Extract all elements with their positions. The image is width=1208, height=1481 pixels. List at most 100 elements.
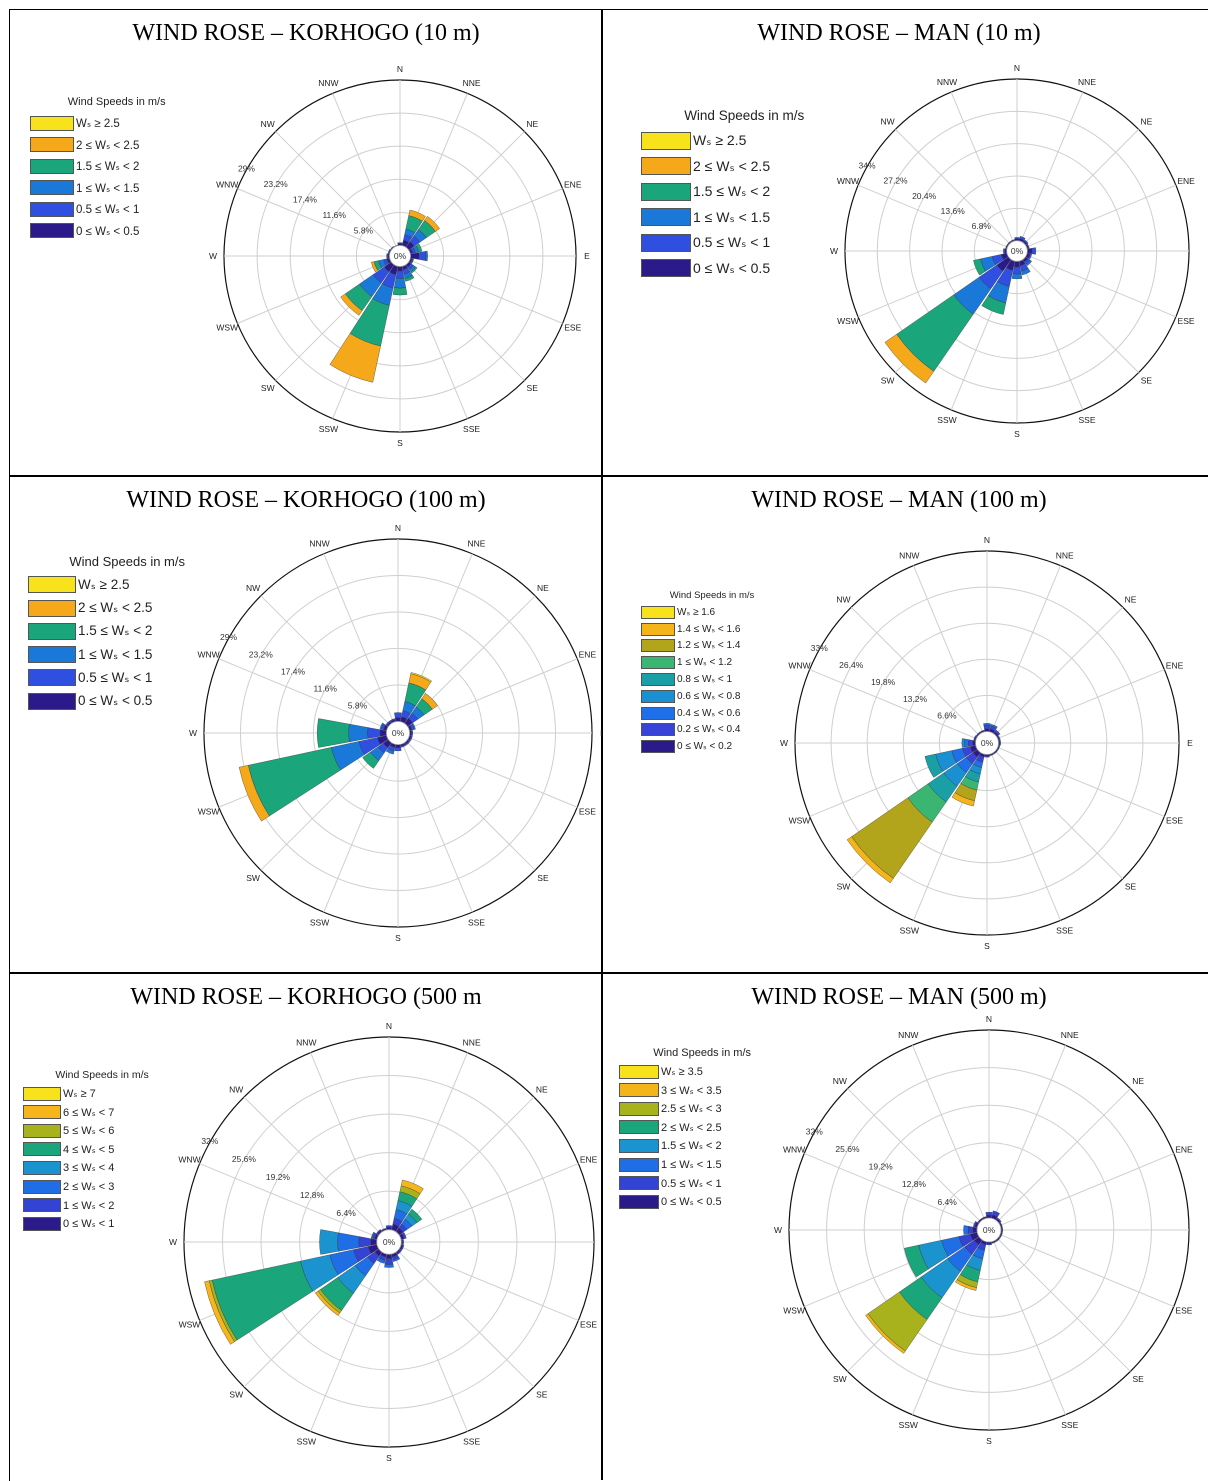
legend-label: 1.5 ≤ Wₛ < 2 (76, 161, 140, 173)
legend-label: 0.4 ≤ Wₛ < 0.6 (677, 707, 741, 719)
ring-label: 6.4% (336, 1208, 356, 1218)
legend-title: Wind Speeds in m/s (669, 590, 755, 601)
direction-label-s: S (1014, 429, 1020, 439)
legend-label: 2 ≤ Wₛ < 2.5 (661, 1121, 722, 1134)
bar-segment-e (1026, 248, 1033, 254)
grid-spoke (397, 1250, 535, 1388)
bar-segment-se (410, 266, 418, 274)
bar-segment-w (961, 738, 966, 748)
panel-man-100m: WIND ROSE – MAN (100 m) 0% 6.6% 13.2% 19.8%… (603, 477, 1195, 972)
grid-spoke (990, 753, 1061, 921)
bar-segment-sw (865, 1313, 906, 1354)
bar-segment-n (385, 1225, 393, 1228)
legend-item: 2 ≤ Wₛ < 2.5 (619, 1120, 751, 1135)
legend: Wind Speeds in m/s Wₛ ≥ 2.5 2 ≤ Wₛ < 2.5 1.… (30, 96, 166, 238)
center-label: 0% (983, 1225, 996, 1235)
legend-label: 0.5 ≤ Wₛ < 1 (661, 1177, 722, 1190)
bar-segment-e (999, 740, 1001, 746)
direction-label-sse: SSE (1079, 415, 1096, 425)
panel-title: WIND ROSE – MAN (10 m) (757, 20, 1041, 46)
legend-label: 2.5 ≤ Wₛ < 3 (661, 1103, 722, 1116)
bar-segment-e (402, 1239, 404, 1245)
legend-item: 0 ≤ Wₛ < 0.5 (28, 692, 185, 710)
legend-swatch (619, 1064, 659, 1079)
legend-item: 0 ≤ Wₛ < 0.2 (641, 740, 754, 754)
bar-segment-wsw (904, 1244, 929, 1278)
legend-label: 0 ≤ Wₛ < 0.5 (76, 225, 140, 238)
grid-spoke (400, 1163, 579, 1238)
bar-segment-s (1012, 266, 1022, 275)
grid-spoke (323, 553, 395, 723)
bar-segment-w (379, 729, 387, 737)
legend-item: 1.2 ≤ Wₛ < 1.4 (641, 639, 754, 653)
ring-label: 11.6% (314, 683, 338, 693)
bar-segment-ese (411, 258, 414, 264)
legend-swatch (23, 1160, 61, 1175)
center-circle (376, 1229, 402, 1255)
direction-label-nne: NNE (1061, 1030, 1079, 1040)
direction-label-se: SE (537, 873, 549, 883)
bar-segment-sse (400, 744, 407, 748)
direction-label-wsw: WSW (216, 323, 238, 333)
ring-label: 23.2% (264, 179, 289, 189)
grid-divider-row-2 (9, 972, 1208, 974)
direction-label-n: N (386, 1021, 392, 1031)
legend-swatch (23, 1105, 61, 1120)
grid-divider-vertical (601, 9, 603, 1480)
legend-item: 0 ≤ Wₛ < 1 (23, 1216, 149, 1231)
bar-segment-wsw (204, 1280, 235, 1345)
direction-label-n: N (397, 64, 403, 74)
legend-item: 0.6 ≤ Wₛ < 0.8 (641, 689, 754, 703)
bar-segment-wnw (973, 735, 977, 741)
ring-label: 25.6% (232, 1154, 257, 1164)
bar-segment-e (418, 251, 427, 261)
panel-title: WIND ROSE – KORHOGO (10 m) (132, 20, 480, 46)
legend-title: Wind Speeds in m/s (684, 108, 805, 123)
direction-label-e: E (600, 728, 602, 738)
direction-label-sw: SW (246, 873, 260, 883)
legend-item: 1.5 ≤ Wₛ < 2 (28, 622, 185, 640)
bar-segment-ne (994, 729, 1001, 736)
bar-segment-wnw (370, 1231, 375, 1239)
legend-label: 1 ≤ Wₛ < 1.2 (677, 657, 733, 669)
direction-label-nw: NW (836, 594, 850, 604)
bar-segment-sw (340, 293, 363, 316)
bar-segment-ssw (951, 792, 975, 807)
bar-segment-ssw (385, 748, 395, 755)
ring-label: 19.8% (871, 677, 896, 687)
legend-swatch (28, 622, 76, 640)
direction-label-ene: ENE (579, 650, 597, 660)
bar-segment-n (983, 723, 991, 726)
bar-segment-nw (376, 1229, 382, 1235)
legend-label: 2 ≤ Wₛ < 2.5 (78, 600, 153, 616)
direction-label-s: S (386, 1453, 392, 1463)
direction-label-wnw: WNW (788, 660, 810, 670)
bar-segment-nnw (981, 1216, 987, 1220)
bar-segment-s (986, 1243, 992, 1246)
direction-label-wnw: WNW (837, 176, 859, 186)
bar-segment-ssw (981, 295, 1007, 315)
center-circle (1006, 240, 1028, 262)
bar-segment-ese (409, 735, 413, 742)
grid-spoke (400, 1246, 579, 1321)
legend-label: 0 ≤ Wₛ < 0.2 (677, 741, 733, 753)
direction-label-nnw: NNW (309, 539, 329, 549)
ring-label: 5.8% (348, 700, 368, 710)
legend: Wind Speeds in m/s Wₛ ≥ 2.5 2 ≤ Wₛ < 2.5 1.… (641, 108, 805, 277)
direction-label-nne: NNE (1078, 77, 1096, 87)
direction-label-ssw: SSW (310, 917, 329, 927)
grid-spoke (1020, 91, 1084, 242)
legend-label: Wₛ ≥ 2.5 (76, 118, 120, 130)
legend-item: 2 ≤ Wₛ < 2.5 (30, 137, 166, 152)
legend-item: Wₛ ≥ 3.5 (619, 1064, 751, 1079)
legend-swatch (619, 1194, 659, 1209)
legend-label: Wₛ ≥ 2.5 (78, 576, 130, 592)
grid-spoke (393, 1253, 468, 1432)
bar-segment-e (1001, 1227, 1003, 1233)
direction-label-w: W (780, 738, 788, 748)
direction-label-se: SE (527, 383, 539, 393)
legend-label: 0.2 ≤ Wₛ < 0.4 (677, 724, 741, 736)
direction-label-nnw: NNW (898, 1030, 918, 1040)
legend-item: Wₛ ≥ 2.5 (28, 576, 185, 594)
bar-segment-ene (415, 243, 423, 253)
